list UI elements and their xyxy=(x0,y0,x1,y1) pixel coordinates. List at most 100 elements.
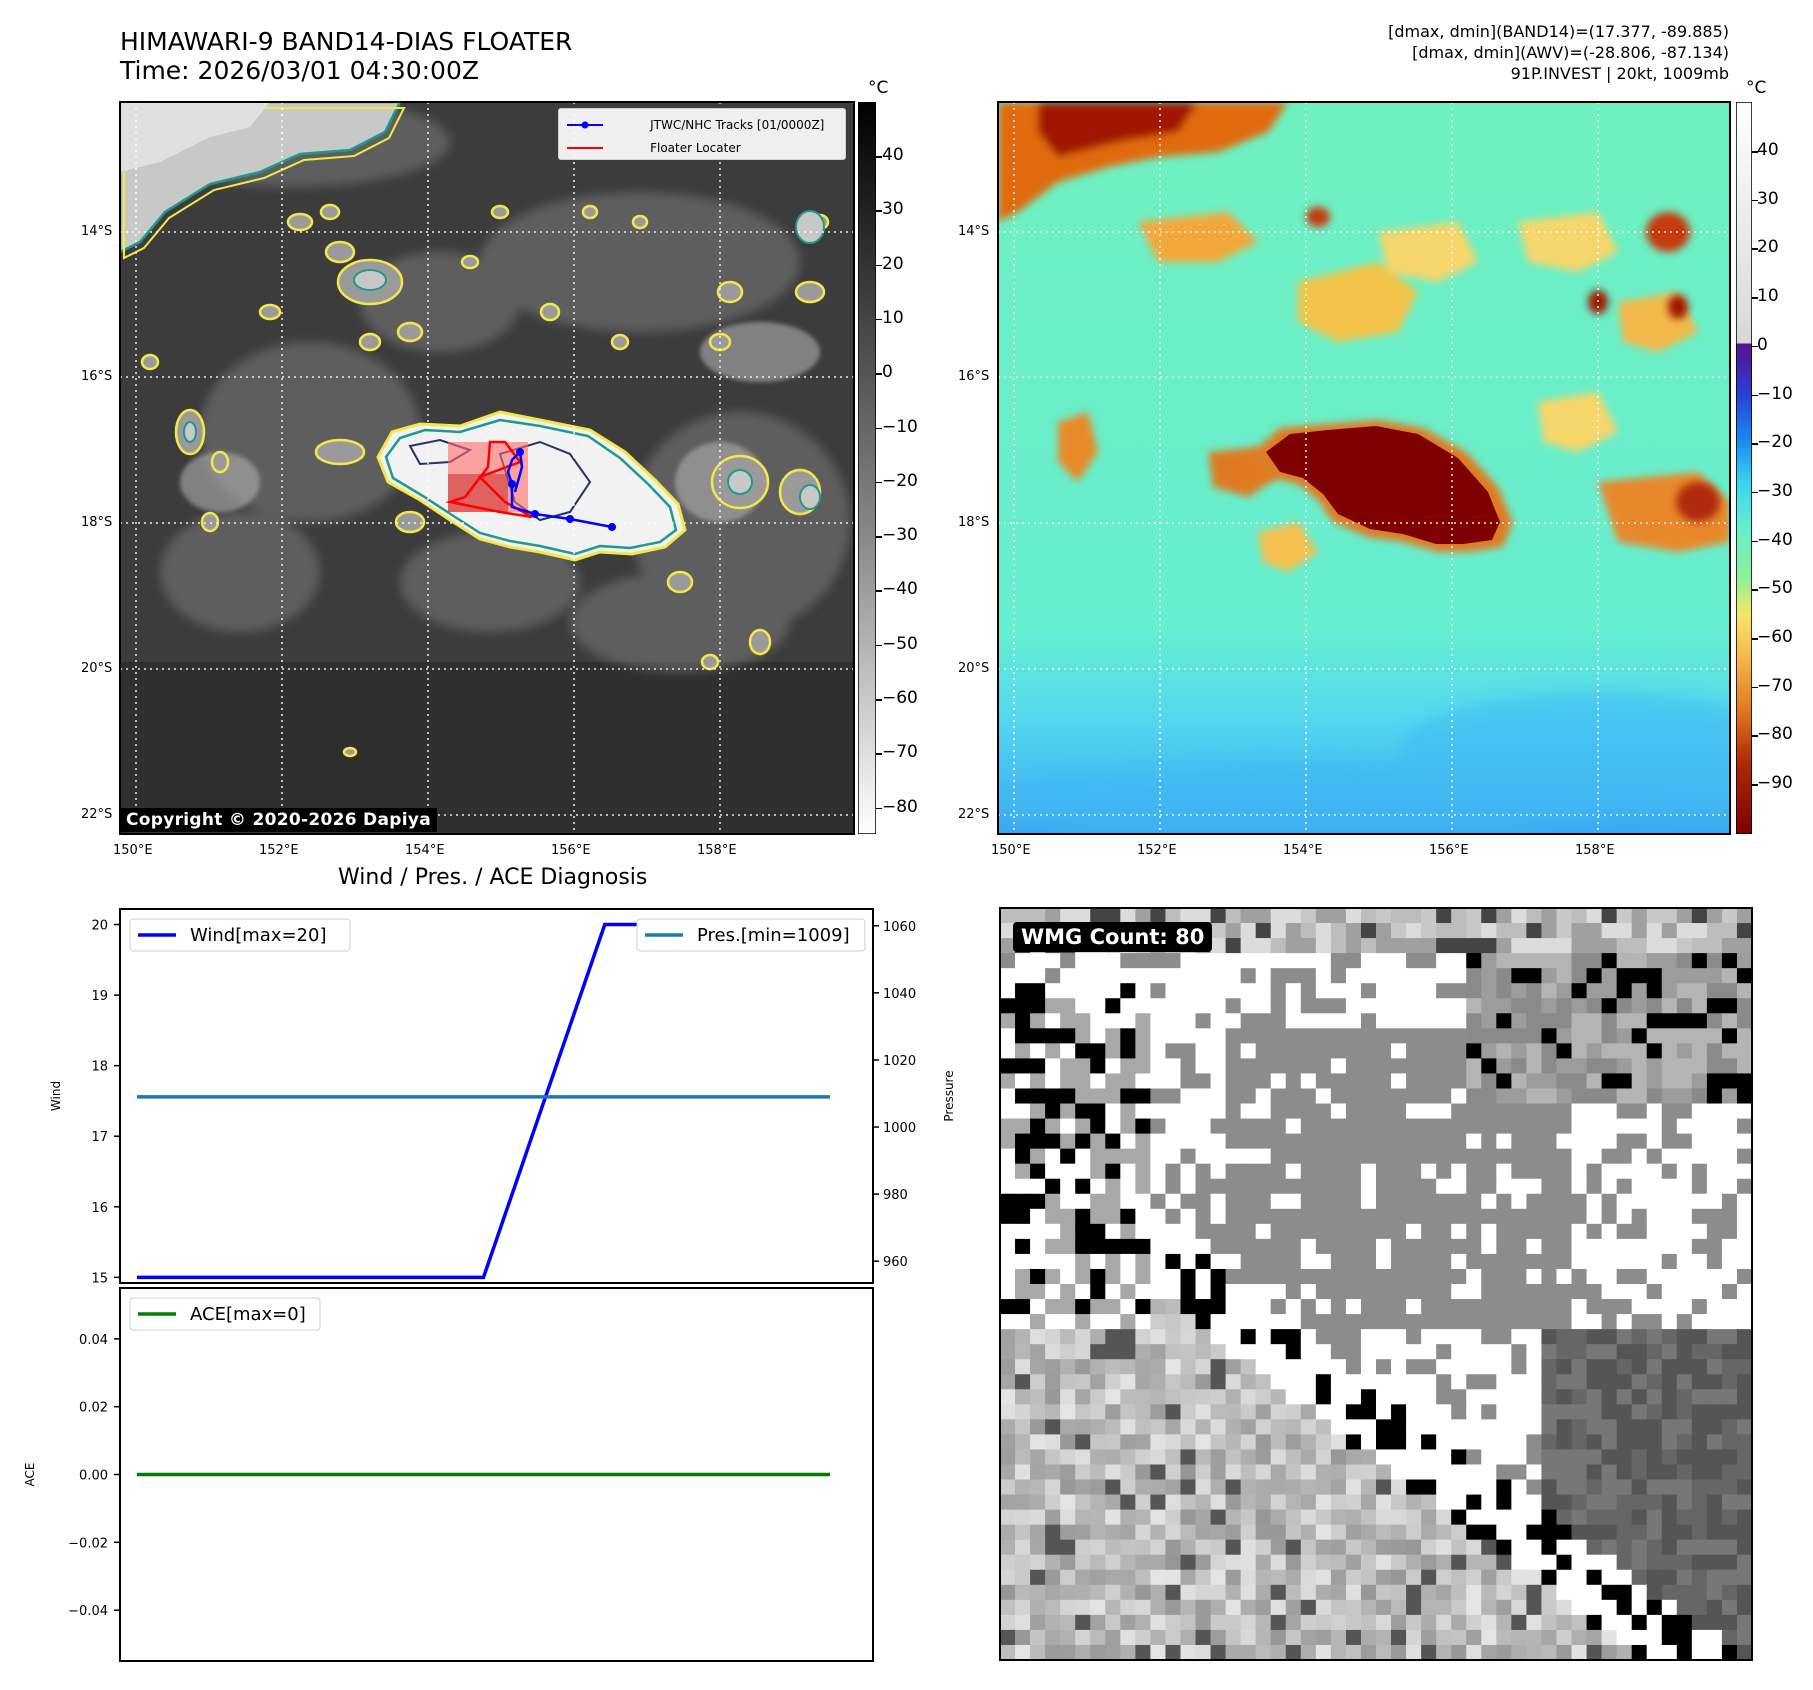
colorbar-right-tick-mark xyxy=(1752,540,1758,543)
wind-y-tick-label: 18 xyxy=(91,1060,108,1075)
wind-legend: Wind[max=20] xyxy=(129,918,351,952)
colorbar-right-tick-mark xyxy=(1752,297,1758,299)
colorbar-left-tick-mark xyxy=(876,481,882,484)
colorbar-right-tick-label: −30 xyxy=(1757,480,1793,501)
colorbar-left-tick-label: −30 xyxy=(882,525,918,546)
ace-legend: ACE[max=0] xyxy=(129,1297,321,1331)
wmg-grid-image xyxy=(1000,908,1752,1660)
lat-label-left: 14°S xyxy=(81,224,113,239)
colorbar-left-tick-label: 40 xyxy=(882,145,904,165)
colorbar-right-tick-label: −10 xyxy=(1757,383,1793,404)
lon-label-left: 154°E xyxy=(405,843,445,858)
ace-y-tick-label: −0.02 xyxy=(68,1536,108,1551)
colorbar-right-tick-mark xyxy=(1752,394,1758,396)
colorbar-left-tick-mark xyxy=(876,699,882,701)
pressure-y-tick-label: 1040 xyxy=(883,987,916,1002)
colorbar-left-tick-label: −50 xyxy=(882,633,918,654)
meta-band14-range: [dmax, dmin](BAND14)=(17.377, -89.885) xyxy=(1388,22,1729,41)
colorbar-left-unit: °C xyxy=(868,78,889,98)
colorbar-left-tick-label: −70 xyxy=(882,742,918,763)
colorbar-left-tick-label: 0 xyxy=(882,362,893,383)
wmg-count-label: WMG Count: 80 xyxy=(1013,922,1213,952)
lat-label-left: 18°S xyxy=(81,515,113,530)
colorbar-left-tick-mark xyxy=(876,536,882,538)
colorbar-left-tick-label: 20 xyxy=(882,253,904,274)
wind-y-tick-label: 19 xyxy=(91,989,108,1004)
colorbar-right-tick-mark xyxy=(1752,638,1758,640)
colorbar-right-tick-mark xyxy=(1752,686,1758,689)
colorbar-right-tick-label: −50 xyxy=(1757,578,1793,599)
lat-label-right: 18°S xyxy=(958,515,990,530)
colorbar-right-tick-mark xyxy=(1752,735,1758,737)
wind-y-tick-label: 20 xyxy=(91,919,108,934)
left-map-frame xyxy=(119,101,855,835)
colorbar-left-tick-mark xyxy=(876,373,882,375)
ace-legend-label: ACE[max=0] xyxy=(190,1304,306,1325)
colorbar-left-tick-mark xyxy=(876,807,882,810)
right-map-frame xyxy=(997,101,1731,835)
pressure-legend: Pres.[min=1009] xyxy=(636,918,866,952)
band14-ir-map xyxy=(120,102,854,834)
colorbar-right-tick-mark xyxy=(1752,443,1758,445)
ace-y-tick-label: −0.04 xyxy=(68,1604,108,1619)
lat-label-right: 20°S xyxy=(958,661,990,676)
wind-y-axis-label: Wind xyxy=(49,1081,63,1111)
pressure-y-tick-label: 980 xyxy=(883,1188,908,1203)
colorbar-right-tick-label: −80 xyxy=(1757,724,1793,745)
pressure-y-tick-label: 1000 xyxy=(883,1121,916,1136)
colorbar-left-tick-label: 10 xyxy=(882,307,904,328)
lon-label-right: 150°E xyxy=(991,843,1031,858)
lat-label-left: 20°S xyxy=(81,661,113,676)
colorbar-right-tick-label: −20 xyxy=(1757,432,1793,453)
wmg-cells xyxy=(1000,908,1752,1660)
pressure-y-tick-label: 960 xyxy=(883,1255,908,1270)
pressure-legend-label: Pres.[min=1009] xyxy=(697,925,850,946)
map-legend: JTWC/NHC Tracks [01/0000Z] Floater Locat… xyxy=(558,108,846,160)
band14-colorbar xyxy=(858,102,876,834)
colorbar-right-tick-mark xyxy=(1752,589,1758,591)
colorbar-left-tick-label: 30 xyxy=(882,199,904,220)
pressure-y-tick-label: 1060 xyxy=(883,920,916,935)
pressure-y-tick-label: 1020 xyxy=(883,1054,916,1069)
colorbar-left-tick-label: −20 xyxy=(882,470,918,491)
awv-colorbar xyxy=(1736,102,1752,834)
meta-storm-info: 91P.INVEST | 20kt, 1009mb xyxy=(1510,64,1729,83)
copyright-label: Copyright © 2020-2026 Dapiya xyxy=(120,808,437,832)
colorbar-right-tick-label: 10 xyxy=(1757,286,1779,307)
colorbar-left-tick-mark xyxy=(876,264,882,267)
colorbar-left-tick-label: −40 xyxy=(882,579,918,600)
colorbar-right-tick-mark xyxy=(1752,199,1758,202)
legend-tracks-label: JTWC/NHC Tracks [01/0000Z] xyxy=(650,118,825,132)
ace-y-axis-label: ACE xyxy=(23,1463,37,1487)
lat-label-right: 16°S xyxy=(958,369,990,384)
lon-label-right: 158°E xyxy=(1575,843,1615,858)
colorbar-left-tick-mark xyxy=(876,590,882,592)
lon-label-right: 156°E xyxy=(1429,843,1469,858)
track-legend-icon xyxy=(567,121,603,129)
wind-legend-label: Wind[max=20] xyxy=(190,925,327,946)
colorbar-right-tick-label: 40 xyxy=(1757,140,1779,160)
wind-y-tick-label: 15 xyxy=(91,1271,108,1286)
floater-legend-icon xyxy=(567,147,603,149)
diagnosis-title: Wind / Pres. / ACE Diagnosis xyxy=(338,865,648,890)
colorbar-right-tick-mark xyxy=(1752,345,1758,348)
wmg-panel-frame xyxy=(999,907,1753,1661)
ace-y-tick-label: 0.04 xyxy=(79,1333,108,1348)
legend-floater-label: Floater Locater xyxy=(650,141,741,155)
lon-label-right: 152°E xyxy=(1137,843,1177,858)
colorbar-left-tick-mark xyxy=(876,427,882,429)
colorbar-right-tick-label: 20 xyxy=(1757,237,1779,258)
lon-label-left: 152°E xyxy=(259,843,299,858)
pressure-y-axis-label: Pressure xyxy=(942,1070,956,1121)
ace-chart: 0.04 0.02 0.00 −0.02 −0.04 ACE ACE[max=0] xyxy=(23,1287,874,1662)
colorbar-right-tick-mark xyxy=(1752,151,1758,153)
colorbar-right-unit: °C xyxy=(1746,78,1767,98)
colorbar-left-tick-mark xyxy=(876,753,882,755)
colorbar-left-tick-mark xyxy=(876,210,882,212)
colorbar-right-tick-label: −40 xyxy=(1757,529,1793,550)
figure-time: Time: 2026/03/01 04:30:00Z xyxy=(120,56,479,85)
wind-y-tick-label: 17 xyxy=(91,1130,108,1145)
lon-label-left: 156°E xyxy=(551,843,591,858)
lat-label-right: 22°S xyxy=(958,807,990,822)
